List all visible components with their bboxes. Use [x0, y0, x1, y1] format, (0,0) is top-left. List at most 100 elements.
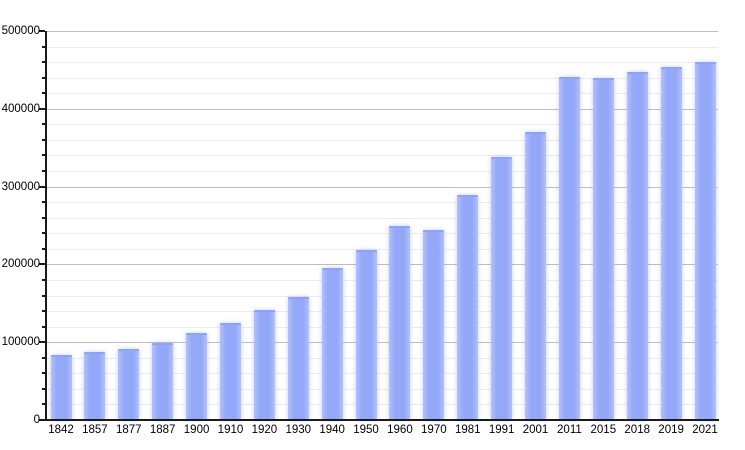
x-axis-tick-label: 1877: [115, 424, 142, 436]
y-tick: [42, 278, 45, 281]
x-axis-tick-label: 2019: [658, 424, 684, 436]
x-axis-tick-label: 1940: [319, 424, 345, 436]
bar-2011: [558, 76, 580, 420]
bar-1981: [457, 195, 479, 420]
x-axis-tick-label: 1930: [285, 424, 312, 436]
y-tick: [42, 170, 45, 173]
y-tick: [42, 325, 45, 328]
x-axis-line: [45, 419, 719, 421]
bar-1887: [152, 343, 174, 420]
y-tick: [39, 263, 45, 266]
gridline-minor: [47, 217, 718, 219]
y-axis-tick-label: 400000: [1, 102, 40, 115]
y-axis-tick-label: 0: [33, 414, 40, 426]
gridline-minor: [47, 46, 718, 48]
x-axis-tick-label: 1920: [251, 424, 278, 436]
x-axis-tick-label: 1857: [82, 424, 108, 436]
y-tick: [39, 341, 45, 344]
bar-1900: [186, 333, 208, 420]
gridline-major: [47, 31, 718, 32]
gridline-minor: [47, 295, 718, 297]
bar-1940: [321, 268, 343, 420]
gridline-minor: [47, 124, 718, 126]
y-tick: [42, 403, 45, 406]
y-tick: [42, 216, 45, 219]
bar-1920: [253, 309, 275, 420]
x-axis-tick-label: 2021: [692, 424, 718, 436]
gridline-minor: [47, 139, 718, 141]
gridline-minor: [47, 373, 718, 375]
y-tick: [42, 76, 45, 79]
bar-2015: [592, 77, 614, 420]
x-axis-tick-label: 1900: [183, 424, 210, 436]
gridline-minor: [47, 171, 718, 173]
gridline-minor: [47, 388, 718, 390]
y-axis-tick-label: 200000: [1, 258, 40, 271]
y-axis-tick-label: 500000: [1, 25, 40, 37]
bar-2018: [626, 72, 648, 420]
y-axis-tick-label: 100000: [1, 336, 40, 349]
gridline-minor: [47, 202, 718, 204]
x-axis-tick-label: 1991: [488, 424, 515, 436]
gridline-minor: [47, 357, 718, 359]
x-axis-tick-label: 1981: [454, 424, 481, 436]
gridline-minor: [47, 326, 718, 328]
x-axis-tick-label: 1960: [387, 424, 413, 436]
bar-2001: [525, 131, 547, 420]
y-tick: [42, 154, 45, 157]
y-tick: [42, 201, 45, 204]
bar-2019: [660, 67, 682, 420]
y-axis-tick-label: 300000: [1, 180, 40, 193]
y-tick: [39, 419, 45, 421]
gridline-minor: [47, 155, 718, 157]
y-tick: [42, 232, 45, 235]
gridline-major: [47, 264, 718, 266]
y-tick: [42, 356, 45, 359]
gridline-minor: [47, 311, 718, 313]
bar-1877: [118, 348, 140, 420]
y-tick: [42, 247, 45, 250]
bar-2021: [694, 61, 716, 420]
y-axis-line: [45, 31, 47, 420]
x-axis-tick-label: 2018: [624, 424, 650, 436]
y-tick: [39, 30, 45, 32]
gridline-minor: [47, 77, 718, 79]
gridline-major: [47, 186, 718, 188]
bar-1950: [355, 250, 377, 420]
bar-1960: [389, 225, 411, 420]
bar-1857: [84, 351, 106, 420]
y-tick: [42, 61, 45, 64]
plot-area: [39, 30, 719, 421]
y-tick: [39, 185, 45, 188]
gridline-major: [47, 108, 718, 110]
y-tick: [42, 294, 45, 297]
gridline-minor: [47, 62, 718, 64]
x-axis-tick-label: 1950: [353, 424, 379, 436]
bar-1991: [491, 156, 513, 420]
y-tick: [42, 138, 45, 141]
gridline-minor: [47, 279, 718, 281]
gridline-minor: [47, 404, 718, 406]
gridline-minor: [47, 233, 718, 235]
x-axis-tick-label: 1842: [48, 424, 74, 436]
x-axis-tick-label: 2001: [522, 424, 549, 436]
y-tick: [42, 92, 45, 95]
x-axis-tick-label: 2015: [590, 424, 617, 436]
bar-1930: [287, 296, 309, 420]
y-tick: [39, 107, 45, 110]
y-tick: [42, 310, 45, 313]
bar-1910: [219, 322, 241, 420]
bar-1970: [423, 230, 445, 420]
y-tick: [42, 123, 45, 126]
x-axis-tick-label: 1970: [421, 424, 447, 436]
gridline-minor: [47, 248, 718, 250]
y-tick: [42, 387, 45, 390]
x-axis-tick-label: 2011: [557, 424, 582, 436]
bar-1842: [50, 354, 72, 420]
y-tick: [42, 45, 45, 48]
x-axis-tick-label: 1887: [149, 424, 176, 436]
x-axis-tick-label: 1910: [217, 424, 244, 436]
gridline-minor: [47, 93, 718, 95]
y-tick: [42, 372, 45, 375]
